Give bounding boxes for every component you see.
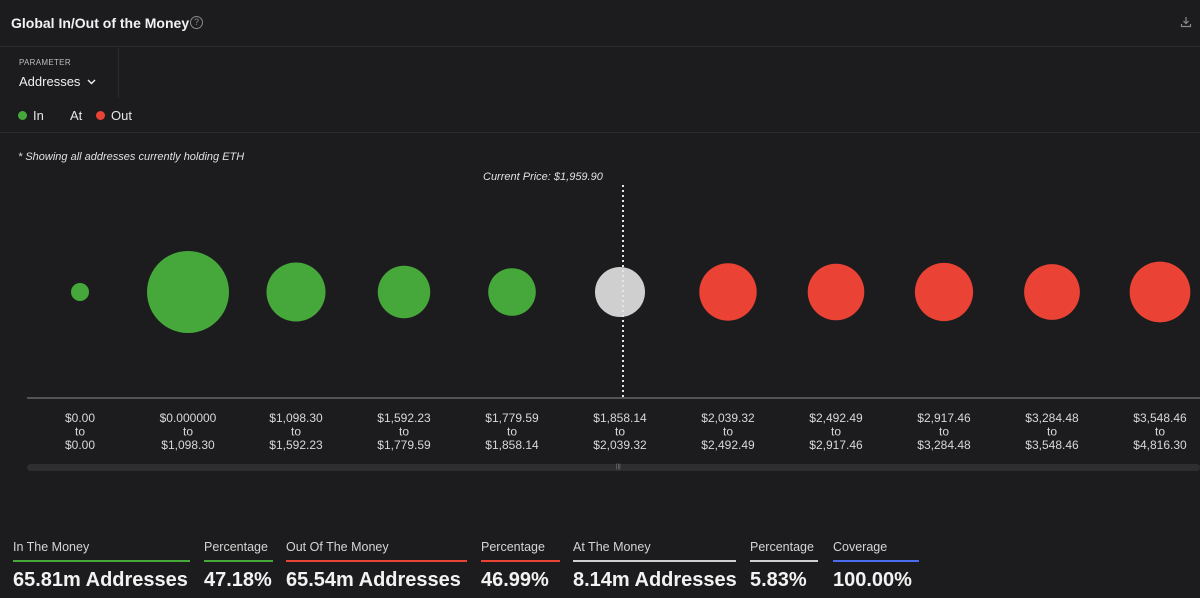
tick-label: $0.00 <box>65 411 95 425</box>
tick-label-connector: to <box>291 425 301 439</box>
stat-block: Out Of The Money 65.54m Addresses <box>286 540 467 592</box>
stat-value: 47.18% <box>204 569 272 591</box>
tick-label: $1,779.59 <box>485 411 539 425</box>
bubble-in[interactable] <box>488 268 536 316</box>
tick-label: $1,592.23 <box>269 438 323 452</box>
stat-value: 65.54m Addresses <box>286 569 461 591</box>
stat-block: Coverage 100.00% <box>833 540 919 592</box>
bubble-in[interactable] <box>70 282 90 302</box>
bubble-out[interactable] <box>699 263 757 321</box>
tick-label: $1,858.14 <box>485 438 539 452</box>
bubble-at[interactable] <box>594 266 646 318</box>
tick-label-connector: to <box>939 425 949 439</box>
bubble-out[interactable] <box>807 263 865 321</box>
help-icon[interactable]: ? <box>190 16 203 29</box>
iomap-bubble-chart: $0.00to$0.00$0.000000to$1,098.30$1,098.3… <box>27 185 1200 452</box>
legend-dot-out <box>96 111 105 120</box>
tick-label: $3,284.48 <box>917 438 971 452</box>
bubble-out[interactable] <box>1024 264 1080 320</box>
tick-label: $1,098.30 <box>269 411 323 425</box>
parameter-value: Addresses <box>19 74 81 89</box>
legend-item-in[interactable]: In <box>18 108 44 123</box>
stat-underline <box>13 560 190 562</box>
bubble-out[interactable] <box>914 262 974 322</box>
tick-label: $2,492.49 <box>809 411 863 425</box>
chart-scrollbar[interactable] <box>27 464 1200 471</box>
widget-title: Global In/Out of the Money <box>11 15 190 31</box>
stat-label: Percentage <box>204 540 268 554</box>
parameter-dropdown[interactable]: Addresses <box>19 74 96 89</box>
tick-label: $1,858.14 <box>593 411 647 425</box>
tick-label: $1,779.59 <box>377 438 431 452</box>
tick-label: $1,098.30 <box>161 438 215 452</box>
stat-underline <box>750 560 818 562</box>
tick-label: $2,917.46 <box>809 438 863 452</box>
stat-underline <box>573 560 736 562</box>
tick-label: $4,816.30 <box>1133 438 1187 452</box>
tick-label: $1,592.23 <box>377 411 431 425</box>
tick-label-connector: to <box>723 425 733 439</box>
scrollbar-grip[interactable]: ||| <box>616 464 621 470</box>
stat-value: 100.00% <box>833 569 912 591</box>
bubble-in[interactable] <box>377 265 431 319</box>
tick-label: $3,284.48 <box>1025 411 1079 425</box>
tick-label: $2,492.49 <box>701 438 755 452</box>
parameter-divider <box>118 48 119 98</box>
tick-label: $3,548.46 <box>1025 438 1079 452</box>
legend-item-at[interactable]: At <box>70 108 82 123</box>
bubble-out[interactable] <box>1129 261 1191 323</box>
tick-label: $2,039.32 <box>701 411 755 425</box>
stat-label: At The Money <box>573 540 651 554</box>
stat-underline <box>481 560 560 562</box>
tick-label: $2,039.32 <box>593 438 647 452</box>
tick-label-connector: to <box>183 425 193 439</box>
legend-label-in: In <box>33 108 44 123</box>
stat-label: Percentage <box>481 540 545 554</box>
legend-dot-in <box>18 111 27 120</box>
tick-label-connector: to <box>75 425 85 439</box>
stat-block: In The Money 65.81m Addresses <box>13 540 190 592</box>
stat-value: 65.81m Addresses <box>13 569 188 591</box>
legend-label-at: At <box>70 108 83 123</box>
tick-label: $0.000000 <box>160 411 217 425</box>
tick-label: $0.00 <box>65 438 95 452</box>
chart-note: * Showing all addresses currently holdin… <box>18 151 245 163</box>
stat-value: 46.99% <box>481 569 549 591</box>
current-price-label: Current Price: $1,959.90 <box>483 171 603 183</box>
stat-value: 8.14m Addresses <box>573 569 737 591</box>
section-divider <box>0 132 1200 133</box>
stat-label: In The Money <box>13 540 90 554</box>
download-icon[interactable] <box>1180 15 1192 33</box>
tick-label-connector: to <box>399 425 409 439</box>
tick-label-connector: to <box>615 425 625 439</box>
stat-label: Percentage <box>750 540 814 554</box>
parameter-label: PARAMETER <box>19 58 71 67</box>
legend-label-out: Out <box>111 108 132 123</box>
legend-item-out[interactable]: Out <box>96 108 132 123</box>
stat-block: Percentage 5.83% <box>750 540 818 592</box>
stat-underline <box>833 560 919 562</box>
tick-label-connector: to <box>831 425 841 439</box>
stat-underline <box>286 560 467 562</box>
tick-label-connector: to <box>1155 425 1165 439</box>
stat-block: At The Money 8.14m Addresses <box>573 540 737 592</box>
bubble-in[interactable] <box>266 262 326 322</box>
tick-label-connector: to <box>1047 425 1057 439</box>
stat-block: Percentage 46.99% <box>481 540 560 592</box>
tick-label-connector: to <box>507 425 517 439</box>
tick-label: $2,917.46 <box>917 411 971 425</box>
stat-label: Out Of The Money <box>286 540 389 554</box>
widget-header: Global In/Out of the Money ? <box>0 0 1200 47</box>
stat-block: Percentage 47.18% <box>204 540 273 592</box>
bubble-in[interactable] <box>147 251 229 333</box>
stat-underline <box>204 560 273 562</box>
chevron-down-icon <box>87 79 96 85</box>
stat-value: 5.83% <box>750 569 807 591</box>
tick-label: $3,548.46 <box>1133 411 1187 425</box>
stat-label: Coverage <box>833 540 888 554</box>
